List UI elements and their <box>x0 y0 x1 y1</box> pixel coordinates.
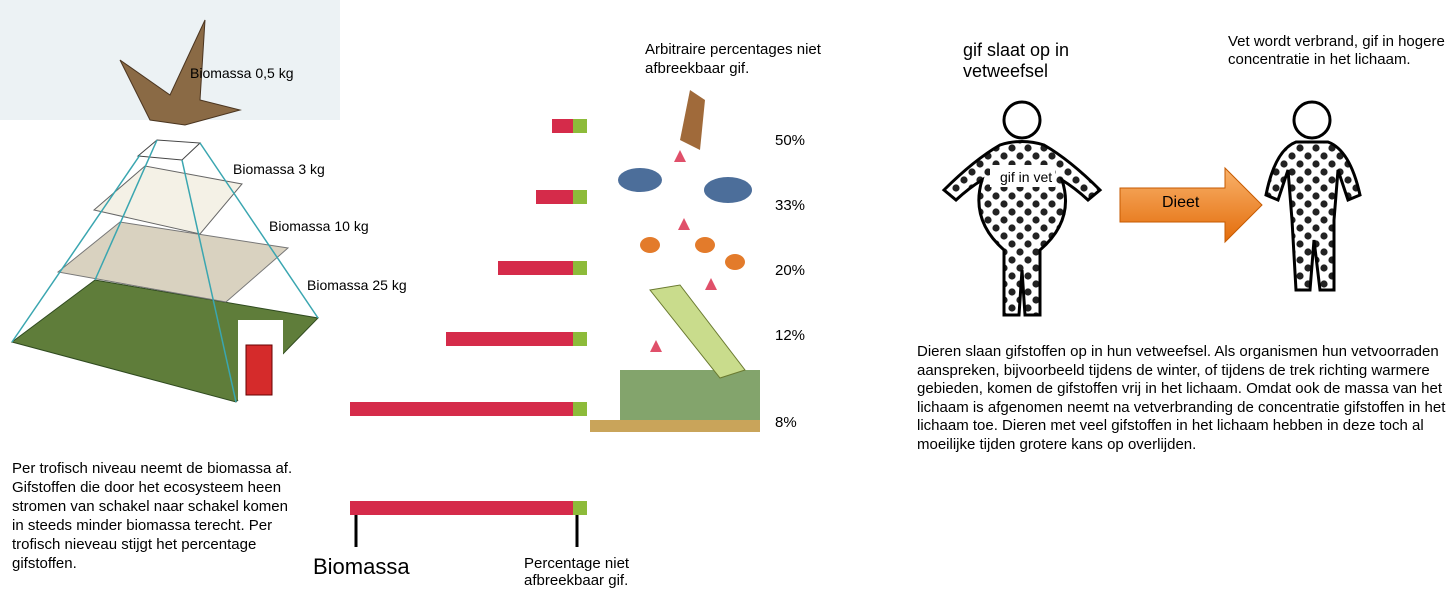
bars <box>350 119 587 547</box>
percentage: 33% <box>775 196 805 215</box>
percentage: 50% <box>775 131 805 150</box>
level-label: Biomassa 25 kg <box>307 276 407 295</box>
bars-heading: Arbitraire percentages niet afbreekbaar … <box>645 40 885 78</box>
body-paragraph: Dieren slaan gifstoffen op in hun vetwee… <box>917 343 1448 454</box>
percentage: 8% <box>775 413 797 432</box>
level-label: Biomassa 3 kg <box>233 160 325 179</box>
page: Biomassa 0,5 kg Biomassa 3 kg Biomassa 1… <box>0 0 1448 591</box>
percentage: 20% <box>775 261 805 280</box>
level-label: Biomassa 10 kg <box>269 217 369 236</box>
level-label: Biomassa 0,5 kg <box>190 64 294 83</box>
left-body-label: gif slaat op in vetweefsel <box>963 40 1113 82</box>
arrow-label: Dieet <box>1162 193 1199 212</box>
legend-poison: Percentage niet afbreekbaar gif. <box>524 555 674 589</box>
legend-biomass: Biomassa <box>313 555 410 579</box>
inner-label: gif in vet <box>1000 168 1052 187</box>
percentage: 12% <box>775 326 805 345</box>
pyramid-caption: Per trofisch niveau neemt de biomassa af… <box>12 459 302 573</box>
right-body-label: Vet wordt verbrand, gif in hogere concen… <box>1228 33 1448 69</box>
